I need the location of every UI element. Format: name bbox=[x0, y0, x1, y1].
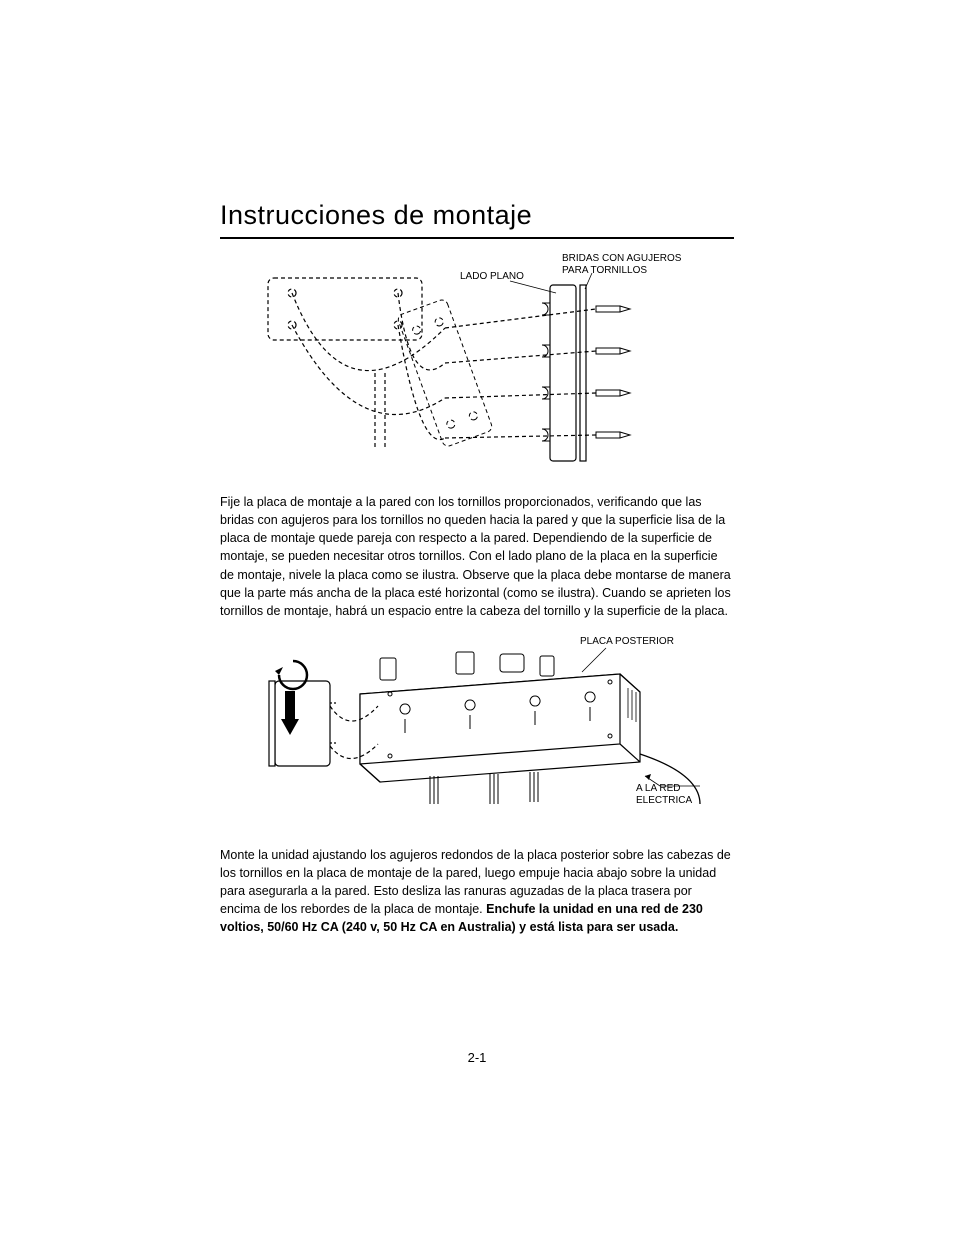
paragraph-1: Fije la placa de montaje a la pared con … bbox=[220, 493, 734, 620]
mounting-plate-diagram bbox=[250, 253, 690, 473]
label-a-la-red: A LA RED ELECTRICA bbox=[636, 783, 692, 807]
figure-unit-mount: PLACA POSTERIOR A LA RED ELECTRICA bbox=[250, 636, 710, 826]
title-rule bbox=[220, 237, 734, 239]
label-bridas: BRIDAS CON AGUJEROS PARA TORNILLOS bbox=[562, 253, 681, 277]
label-lado-plano: LADO PLANO bbox=[460, 271, 524, 283]
page-title: Instrucciones de montaje bbox=[220, 200, 734, 231]
page-number: 2-1 bbox=[0, 1050, 954, 1065]
figure-mounting-plate: LADO PLANO BRIDAS CON AGUJEROS PARA TORN… bbox=[250, 253, 690, 473]
label-placa-posterior: PLACA POSTERIOR bbox=[580, 636, 674, 648]
paragraph-2: Monte la unidad ajustando los agujeros r… bbox=[220, 846, 734, 937]
